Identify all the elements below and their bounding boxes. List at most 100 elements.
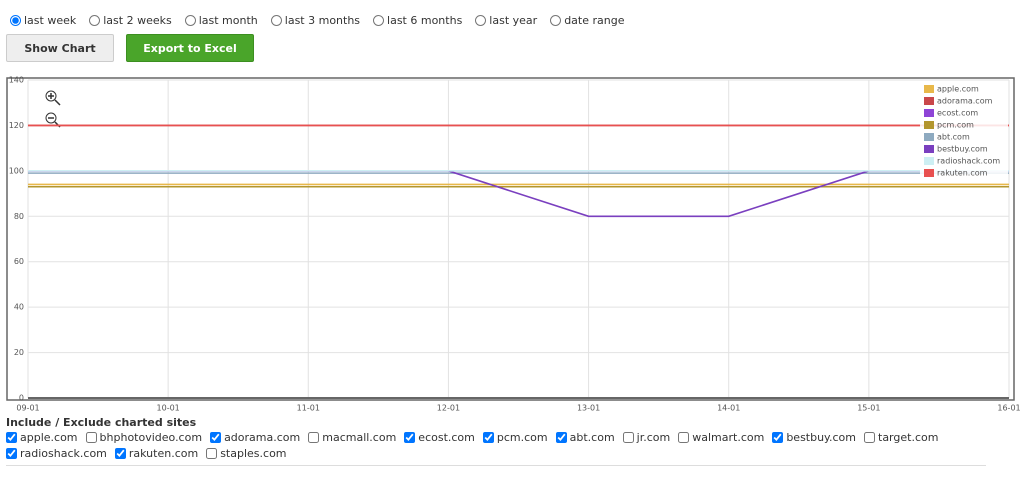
legend-swatch (924, 133, 934, 141)
site-label: walmart.com (692, 431, 765, 444)
radio[interactable] (184, 15, 196, 26)
site-label: jr.com (636, 431, 671, 444)
site-option[interactable]: pcm.com (482, 431, 548, 444)
x-tick-label: 10-01 (157, 404, 180, 413)
site-option[interactable]: rakuten.com (114, 447, 199, 460)
checkbox[interactable] (6, 448, 17, 459)
radio[interactable] (550, 15, 562, 26)
site-label: ecost.com (418, 431, 475, 444)
period-option[interactable]: last week (10, 14, 76, 27)
checkbox[interactable] (678, 432, 690, 443)
x-tick-label: 09-01 (16, 404, 39, 413)
period-label: last 6 months (387, 14, 463, 27)
y-tick-label: 60 (14, 257, 24, 266)
y-tick-label: 0 (19, 394, 24, 403)
period-option[interactable]: last 6 months (373, 14, 462, 27)
legend-label: pcm.com (937, 121, 974, 130)
site-label: rakuten.com (128, 447, 199, 460)
checkbox[interactable] (6, 432, 17, 443)
site-label: staples.com (220, 447, 287, 460)
period-option[interactable]: last 2 weeks (89, 14, 172, 27)
y-tick-label: 80 (14, 212, 24, 221)
legend-swatch (924, 145, 934, 153)
legend-label: rakuten.com (937, 169, 988, 178)
radio[interactable] (475, 15, 487, 26)
site-option[interactable]: apple.com (6, 431, 78, 444)
checkbox[interactable] (206, 448, 218, 459)
period-option[interactable]: last month (184, 14, 258, 27)
chart-frame (6, 77, 1015, 401)
chart: 0 20 40 60 80 100 120 140 09-01 10-01 11-01 12-01 13… (6, 76, 1021, 413)
legend-box (920, 83, 1008, 182)
period-option[interactable]: date range (550, 14, 624, 27)
site-option[interactable]: target.com (864, 431, 938, 444)
site-option[interactable]: abt.com (555, 431, 615, 444)
legend-label: abt.com (937, 133, 970, 142)
checkbox[interactable] (114, 448, 126, 459)
x-tick-label: 11-01 (297, 404, 320, 413)
show-chart-button[interactable]: Show Chart (6, 34, 114, 62)
radio[interactable] (10, 15, 21, 26)
legend-label: bestbuy.com (937, 145, 988, 154)
legend-swatch (924, 85, 934, 93)
legend-label: adorama.com (937, 97, 993, 106)
legend-swatch (924, 97, 934, 105)
legend-label: radioshack.com (937, 157, 1000, 166)
zoom-in[interactable] (45, 90, 61, 106)
site-option[interactable]: radioshack.com (6, 447, 107, 460)
x-tick-label: 12-01 (437, 404, 460, 413)
zoom-out[interactable] (45, 112, 61, 128)
period-label: date range (564, 14, 625, 27)
y-tick-label: 140 (9, 76, 24, 85)
radio[interactable] (373, 15, 385, 26)
period-option[interactable]: last 3 months (270, 14, 361, 27)
site-option[interactable]: ecost.com (404, 431, 475, 444)
x-tick-label: 14-01 (717, 404, 740, 413)
y-tick-label: 120 (9, 121, 24, 130)
period-label: last 3 months (284, 14, 361, 27)
site-option[interactable]: adorama.com (210, 431, 300, 444)
sites-title: Include / Exclude charted sites (6, 416, 197, 429)
checkbox[interactable] (210, 432, 222, 443)
site-option[interactable]: staples.com (206, 447, 287, 460)
site-option[interactable]: macmall.com (308, 431, 396, 444)
site-label: apple.com (20, 431, 78, 444)
site-option[interactable]: bestbuy.com (772, 431, 856, 444)
period-label: last 2 weeks (103, 14, 172, 27)
export-button[interactable]: Export to Excel (126, 34, 254, 62)
checkbox[interactable] (864, 432, 875, 443)
y-tick-label: 100 (9, 166, 24, 175)
y-tick-label: 40 (14, 303, 24, 312)
radio[interactable] (270, 15, 282, 26)
site-label: radioshack.com (20, 447, 107, 460)
radio[interactable] (89, 15, 101, 26)
legend-label: ecost.com (937, 109, 978, 118)
legend-swatch (924, 157, 934, 165)
period-label: last week (24, 14, 77, 27)
period-label: last month (198, 14, 258, 27)
period-option[interactable]: last year (475, 14, 537, 27)
checkbox[interactable] (308, 432, 320, 443)
site-option[interactable]: bhphotovideo.com (85, 431, 203, 444)
site-label: adorama.com (224, 431, 301, 444)
site-label: abt.com (569, 431, 615, 444)
legend-label: apple.com (937, 85, 979, 94)
site-option[interactable]: jr.com (622, 431, 671, 444)
checkbox[interactable] (622, 432, 634, 443)
site-label: pcm.com (496, 431, 548, 444)
site-label: bhphotovideo.com (99, 431, 203, 444)
period-options: last week last 2 weeks last month last 3 mo… (10, 14, 624, 27)
period-label: last year (489, 14, 538, 27)
site-label: macmall.com (322, 431, 397, 444)
site-option[interactable]: walmart.com (678, 431, 764, 444)
site-checkboxes: apple.com bhphotovideo.com adorama.com macm… (6, 431, 986, 466)
checkbox[interactable] (555, 432, 567, 443)
checkbox[interactable] (404, 432, 416, 443)
checkbox[interactable] (482, 432, 494, 443)
legend-swatch (924, 169, 934, 177)
legend-swatch (924, 121, 934, 129)
checkbox[interactable] (772, 432, 784, 443)
x-tick-label: 13-01 (577, 404, 600, 413)
checkbox[interactable] (85, 432, 97, 443)
